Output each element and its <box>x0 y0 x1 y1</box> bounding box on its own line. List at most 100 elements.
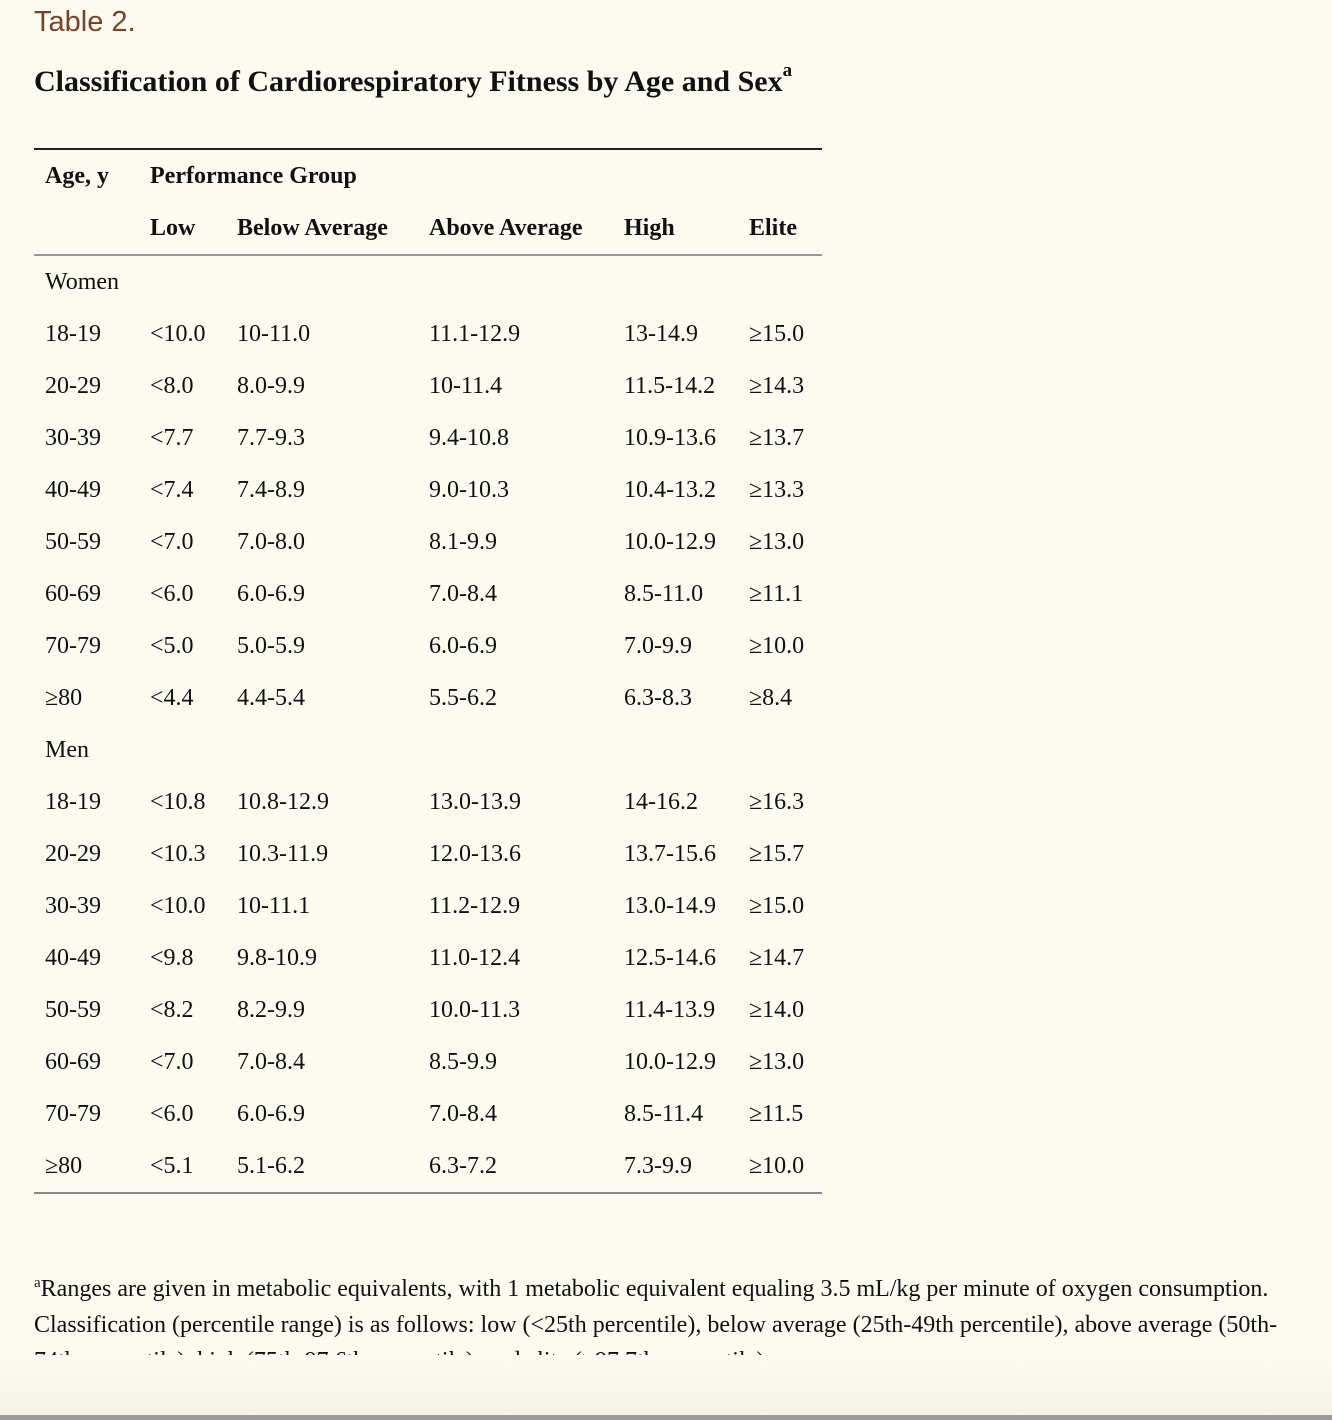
cell-above-average: 7.0-8.4 <box>429 580 497 607</box>
cell-elite: ≥16.3 <box>749 788 805 815</box>
cell-below-average: 7.0-8.0 <box>237 528 305 555</box>
cell-age: 50-59 <box>45 528 101 555</box>
table-row: 20-29 <10.3 10.3-11.9 12.0-13.6 13.7-15.6 ≥15… <box>34 828 822 880</box>
cell-elite: ≥11.1 <box>749 580 804 607</box>
cell-low: <6.0 <box>150 580 194 607</box>
cell-elite: ≥10.0 <box>749 632 805 659</box>
performance-group-header: Performance Group <box>150 162 357 189</box>
cell-elite: ≥15.0 <box>749 320 805 347</box>
cell-low: <6.0 <box>150 1100 194 1127</box>
cell-age: 40-49 <box>45 476 101 503</box>
cell-high: 13.7-15.6 <box>624 840 716 867</box>
cell-elite: ≥10.0 <box>749 1152 805 1179</box>
cell-high: 8.5-11.4 <box>624 1100 704 1127</box>
table-body: Women 18-19 <10.0 10-11.0 11.1-12.9 13-14.9 ≥1… <box>34 255 822 1193</box>
table-row: 30-39 <10.0 10-11.1 11.2-12.9 13.0-14.9 ≥15.0 <box>34 880 822 932</box>
section-row: Men <box>34 724 822 776</box>
header-row: Age, y Performance Group <box>34 149 822 202</box>
title-footnote-mark[interactable]: a <box>782 60 793 81</box>
cell-below-average: 7.7-9.3 <box>237 424 305 451</box>
cell-low: <7.7 <box>150 424 194 451</box>
section-row: Women <box>34 255 822 308</box>
cell-age: 70-79 <box>45 1100 101 1127</box>
table-title: Classification of Cardiorespiratory Fitn… <box>34 60 792 99</box>
table-title-text: Classification of Cardiorespiratory Fitn… <box>34 65 783 98</box>
table-label: Table 2. <box>34 6 136 38</box>
cell-low: <4.4 <box>150 684 194 711</box>
table-row: 60-69 <6.0 6.0-6.9 7.0-8.4 8.5-11.0 ≥11.1 <box>34 568 822 620</box>
cell-age: 18-19 <box>45 788 101 815</box>
cell-below-average: 7.0-8.4 <box>237 1048 305 1075</box>
col-high: High <box>624 202 749 256</box>
bottom-fade <box>0 1355 1332 1415</box>
cell-elite: ≥11.5 <box>749 1100 804 1127</box>
cell-low: <10.3 <box>150 840 206 867</box>
cell-above-average: 7.0-8.4 <box>429 1100 497 1127</box>
cell-high: 7.3-9.9 <box>624 1152 692 1179</box>
cell-below-average: 8.0-9.9 <box>237 372 305 399</box>
cell-below-average: 10-11.1 <box>237 892 311 919</box>
cell-elite: ≥14.7 <box>749 944 805 971</box>
table-row: 40-49 <7.4 7.4-8.9 9.0-10.3 10.4-13.2 ≥13.3 <box>34 464 822 516</box>
cell-age: 50-59 <box>45 996 101 1023</box>
cell-age: 40-49 <box>45 944 101 971</box>
table-row: 18-19 <10.8 10.8-12.9 13.0-13.9 14-16.2 ≥16.3 <box>34 776 822 828</box>
age-header: Age, y <box>45 162 109 189</box>
cell-elite: ≥13.0 <box>749 1048 805 1075</box>
cell-below-average: 10.3-11.9 <box>237 840 329 867</box>
empty-header <box>34 202 150 256</box>
cell-above-average: 10.0-11.3 <box>429 996 521 1023</box>
cell-elite: ≥8.4 <box>749 684 793 711</box>
cell-high: 10.4-13.2 <box>624 476 716 503</box>
table-row: ≥80 <4.4 4.4-5.4 5.5-6.2 6.3-8.3 ≥8.4 <box>34 672 822 724</box>
table-row: ≥80 <5.1 5.1-6.2 6.3-7.2 7.3-9.9 ≥10.0 <box>34 1140 822 1193</box>
table-footnote: aRanges are given in metabolic equivalen… <box>34 1265 1294 1379</box>
table-row: 70-79 <5.0 5.0-5.9 6.0-6.9 7.0-9.9 ≥10.0 <box>34 620 822 672</box>
cell-high: 13.0-14.9 <box>624 892 716 919</box>
cell-elite: ≥15.7 <box>749 840 805 867</box>
cell-high: 6.3-8.3 <box>624 684 692 711</box>
cell-high: 7.0-9.9 <box>624 632 692 659</box>
cell-age: 60-69 <box>45 1048 101 1075</box>
cell-high: 10.0-12.9 <box>624 528 716 555</box>
cell-low: <7.0 <box>150 1048 194 1075</box>
cell-age: 18-19 <box>45 320 101 347</box>
table-row: 30-39 <7.7 7.7-9.3 9.4-10.8 10.9-13.6 ≥13.7 <box>34 412 822 464</box>
section-label: Women <box>45 268 120 295</box>
cell-age: 60-69 <box>45 580 101 607</box>
cell-above-average: 6.0-6.9 <box>429 632 497 659</box>
cell-low: <9.8 <box>150 944 194 971</box>
table-row: 50-59 <7.0 7.0-8.0 8.1-9.9 10.0-12.9 ≥13.0 <box>34 516 822 568</box>
cell-low: <5.0 <box>150 632 194 659</box>
cell-age: ≥80 <box>45 684 83 711</box>
cell-below-average: 5.1-6.2 <box>237 1152 305 1179</box>
cell-low: <10.0 <box>150 892 206 919</box>
cell-age: ≥80 <box>45 1152 83 1179</box>
section-label: Men <box>45 736 89 763</box>
cell-low: <5.1 <box>150 1152 194 1179</box>
table-row: 60-69 <7.0 7.0-8.4 8.5-9.9 10.0-12.9 ≥13.0 <box>34 1036 822 1088</box>
cell-low: <7.0 <box>150 528 194 555</box>
cell-high: 11.4-13.9 <box>624 996 716 1023</box>
col-low: Low <box>150 202 237 256</box>
cell-above-average: 12.0-13.6 <box>429 840 521 867</box>
cell-low: <10.8 <box>150 788 206 815</box>
cell-below-average: 10-11.0 <box>237 320 311 347</box>
cell-age: 30-39 <box>45 424 101 451</box>
cell-age: 20-29 <box>45 372 101 399</box>
col-above-average: Above Average <box>429 202 624 256</box>
table-row: 50-59 <8.2 8.2-9.9 10.0-11.3 11.4-13.9 ≥14.0 <box>34 984 822 1036</box>
cell-elite: ≥14.0 <box>749 996 805 1023</box>
footnote-mark: a <box>34 1275 41 1291</box>
cell-low: <10.0 <box>150 320 206 347</box>
cell-above-average: 8.1-9.9 <box>429 528 497 555</box>
col-below-average: Below Average <box>237 202 429 256</box>
cell-below-average: 7.4-8.9 <box>237 476 305 503</box>
cell-age: 70-79 <box>45 632 101 659</box>
cell-low: <8.2 <box>150 996 194 1023</box>
cell-above-average: 11.1-12.9 <box>429 320 521 347</box>
cell-high: 13-14.9 <box>624 320 698 347</box>
cell-elite: ≥13.7 <box>749 424 805 451</box>
table-row: 20-29 <8.0 8.0-9.9 10-11.4 11.5-14.2 ≥14.3 <box>34 360 822 412</box>
cell-above-average: 9.4-10.8 <box>429 424 509 451</box>
